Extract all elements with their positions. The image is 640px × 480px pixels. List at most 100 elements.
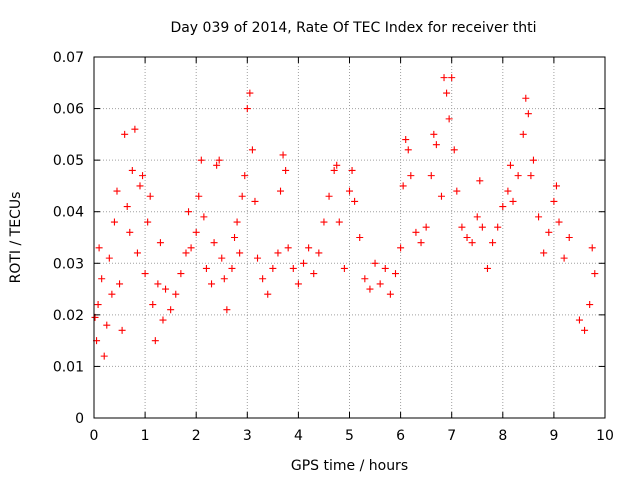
x-tick-label: 4 bbox=[294, 428, 303, 444]
x-tick-label: 7 bbox=[447, 428, 456, 444]
data-point bbox=[494, 223, 502, 231]
data-point bbox=[118, 326, 126, 334]
data-point bbox=[197, 156, 205, 164]
data-point bbox=[545, 228, 553, 236]
data-point bbox=[185, 208, 193, 216]
x-tick-label: 1 bbox=[141, 428, 150, 444]
data-point bbox=[555, 218, 563, 226]
data-point bbox=[565, 234, 573, 241]
data-point bbox=[427, 172, 435, 180]
data-point bbox=[246, 89, 254, 97]
data-point bbox=[320, 218, 328, 226]
data-point bbox=[445, 115, 453, 123]
data-point bbox=[156, 239, 164, 247]
data-point bbox=[371, 259, 379, 267]
data-point bbox=[210, 239, 218, 247]
data-point bbox=[366, 285, 374, 293]
data-point bbox=[269, 264, 277, 272]
data-point bbox=[300, 259, 308, 267]
data-point bbox=[473, 213, 481, 221]
data-point bbox=[187, 244, 195, 252]
data-point bbox=[213, 161, 221, 169]
data-point bbox=[586, 301, 594, 309]
x-tick-label: 10 bbox=[596, 428, 614, 444]
data-point bbox=[348, 166, 356, 174]
data-point bbox=[128, 166, 136, 174]
data-point bbox=[192, 228, 200, 236]
data-point bbox=[159, 316, 167, 324]
x-tick-label: 2 bbox=[192, 428, 201, 444]
x-tick-label: 5 bbox=[345, 428, 354, 444]
data-point bbox=[402, 136, 410, 144]
data-point bbox=[560, 254, 568, 262]
data-point bbox=[535, 213, 543, 221]
y-tick-label: 0.01 bbox=[53, 359, 84, 375]
data-point bbox=[376, 280, 384, 288]
data-point bbox=[524, 110, 532, 118]
data-point bbox=[453, 187, 461, 195]
data-point bbox=[131, 125, 139, 133]
data-point bbox=[136, 182, 144, 190]
data-point bbox=[277, 187, 285, 195]
data-point bbox=[259, 275, 267, 283]
data-point bbox=[529, 156, 537, 164]
data-point bbox=[581, 326, 589, 334]
data-point bbox=[243, 105, 251, 113]
data-point bbox=[404, 146, 412, 154]
data-point bbox=[340, 264, 348, 272]
data-point bbox=[151, 337, 159, 345]
data-point bbox=[310, 270, 318, 278]
data-point bbox=[386, 290, 394, 298]
data-point bbox=[121, 130, 129, 138]
data-point bbox=[105, 254, 113, 262]
data-point bbox=[110, 218, 118, 226]
y-tick-label: 0.02 bbox=[53, 308, 84, 324]
data-point bbox=[133, 249, 141, 257]
data-point bbox=[144, 218, 152, 226]
data-point bbox=[476, 177, 484, 185]
data-point bbox=[294, 280, 302, 288]
data-point bbox=[519, 130, 527, 138]
data-point bbox=[448, 74, 456, 82]
data-point bbox=[284, 244, 292, 252]
data-point bbox=[177, 270, 185, 278]
data-point bbox=[346, 187, 353, 195]
data-point bbox=[432, 141, 440, 149]
data-point bbox=[254, 254, 262, 262]
x-tick-label: 6 bbox=[396, 428, 405, 444]
data-point bbox=[264, 290, 272, 298]
data-point bbox=[540, 249, 548, 257]
data-point bbox=[202, 264, 210, 272]
data-point bbox=[139, 172, 147, 180]
data-point bbox=[218, 254, 226, 262]
data-point bbox=[514, 172, 522, 180]
data-point bbox=[330, 166, 338, 174]
data-point bbox=[509, 197, 517, 205]
y-axis-label: ROTI / TECUs bbox=[8, 192, 24, 284]
tick-layer: 0 1 2 3 4 5 6 7 8 9 10 0 0.01 0.02 0.03 0.04 0.05 0.06 0.0… bbox=[53, 50, 614, 444]
x-tick-label: 0 bbox=[90, 428, 99, 444]
data-point bbox=[167, 306, 175, 314]
y-tick-label: 0 bbox=[75, 411, 84, 427]
data-point bbox=[483, 264, 491, 272]
x-axis-label: GPS time / hours bbox=[291, 458, 408, 474]
data-point bbox=[146, 192, 154, 200]
data-point bbox=[195, 192, 203, 200]
data-point bbox=[251, 197, 259, 205]
x-tick-label: 3 bbox=[243, 428, 252, 444]
data-point bbox=[325, 192, 333, 200]
data-point bbox=[172, 290, 180, 298]
data-point bbox=[463, 234, 471, 241]
data-point bbox=[162, 285, 170, 293]
data-point bbox=[236, 249, 244, 257]
data-point bbox=[458, 223, 466, 231]
data-point bbox=[100, 352, 108, 360]
data-point bbox=[223, 306, 231, 314]
y-tick-label: 0.04 bbox=[53, 205, 84, 221]
data-point bbox=[123, 203, 131, 211]
data-point bbox=[215, 156, 223, 164]
data-point bbox=[522, 94, 530, 102]
data-point bbox=[351, 197, 359, 205]
data-point bbox=[289, 264, 297, 272]
data-point bbox=[126, 228, 134, 236]
